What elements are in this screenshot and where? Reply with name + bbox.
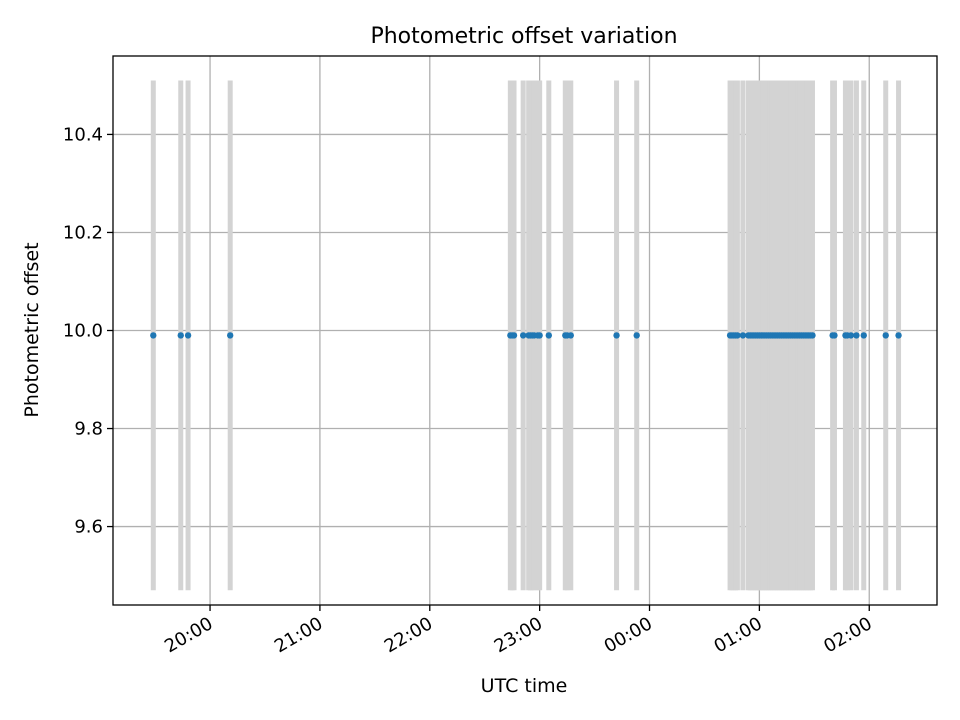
data-point [831,332,838,339]
data-point [567,332,574,339]
data-point [177,332,184,339]
x-tick-label: 21:00 [271,613,326,657]
x-tick-label: 20:00 [161,613,216,657]
chart-title: Photometric offset variation [370,24,677,49]
y-tick-label: 9.6 [74,517,103,538]
data-point [882,332,889,339]
data-point [613,332,620,339]
data-point [519,332,527,339]
data-points [150,332,902,339]
x-tick-label: 02:00 [820,613,875,657]
x-tick-label: 00:00 [601,613,656,657]
data-point [895,332,902,339]
x-tick-label: 22:00 [381,613,436,657]
data-point [633,332,640,339]
y-tick-label: 10.2 [63,222,103,243]
data-point [536,332,543,339]
x-tick-label: 23:00 [491,613,546,657]
y-tick-label: 10.4 [63,124,103,145]
data-point [734,332,741,339]
data-point [545,332,553,339]
data-point [510,332,518,339]
x-tick-label: 01:00 [710,613,765,657]
y-tick-label: 10.0 [63,321,103,342]
x-axis-label: UTC time [481,675,568,697]
y-axis-ticks: 9.6 9.8 10.0 10.2 10.4 [63,124,113,538]
data-point [150,332,157,339]
data-point [853,332,860,339]
data-point [184,332,192,339]
y-tick-label: 9.8 [74,419,103,440]
data-point [809,332,816,339]
data-point [739,332,747,339]
data-point [226,332,234,339]
data-point [847,332,855,339]
x-axis-ticks: 20:00 21:00 22:00 23:00 00:00 01:00 02:00 [161,605,876,657]
data-point [860,332,867,339]
y-axis-label: Photometric offset [21,242,43,417]
